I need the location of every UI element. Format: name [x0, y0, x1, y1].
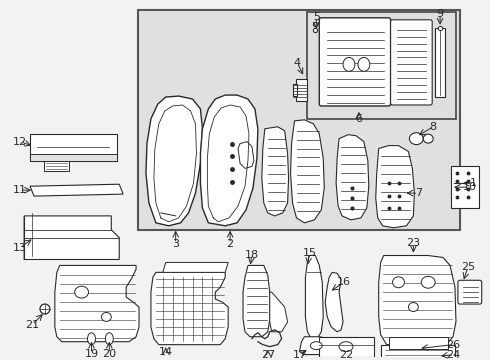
Text: 10: 10: [463, 182, 477, 192]
Polygon shape: [325, 273, 343, 332]
Polygon shape: [238, 141, 254, 168]
Polygon shape: [24, 216, 119, 260]
Text: 26: 26: [446, 339, 460, 350]
Text: 18: 18: [245, 249, 259, 260]
Bar: [138, 10, 460, 230]
Text: 15: 15: [302, 248, 317, 257]
Ellipse shape: [423, 134, 433, 143]
Ellipse shape: [101, 312, 111, 321]
Text: 21: 21: [25, 320, 39, 330]
Text: 23: 23: [406, 238, 420, 248]
Polygon shape: [291, 120, 324, 223]
Text: 22: 22: [339, 350, 353, 360]
Text: 16: 16: [337, 277, 351, 287]
Text: 13: 13: [13, 243, 27, 253]
Bar: [293, 84, 297, 96]
Text: 19: 19: [84, 348, 98, 359]
Ellipse shape: [88, 333, 96, 345]
Text: 14: 14: [159, 347, 173, 357]
FancyBboxPatch shape: [391, 20, 432, 105]
Ellipse shape: [310, 342, 322, 350]
Ellipse shape: [421, 276, 435, 288]
Text: 7: 7: [415, 188, 422, 198]
Bar: [44, 161, 69, 171]
Bar: [435, 28, 445, 97]
Text: 8: 8: [430, 122, 437, 132]
FancyBboxPatch shape: [458, 280, 482, 304]
Ellipse shape: [74, 286, 89, 298]
Polygon shape: [379, 256, 456, 345]
Bar: [451, 166, 479, 208]
FancyBboxPatch shape: [319, 18, 391, 106]
Ellipse shape: [408, 302, 418, 311]
Ellipse shape: [339, 342, 353, 352]
Polygon shape: [336, 135, 369, 220]
Ellipse shape: [410, 133, 423, 145]
Bar: [319, 337, 374, 356]
Polygon shape: [30, 184, 123, 196]
Ellipse shape: [40, 304, 50, 314]
Polygon shape: [270, 292, 288, 332]
Bar: [389, 337, 448, 348]
Text: 25: 25: [461, 262, 475, 273]
Text: 3: 3: [172, 239, 179, 249]
Polygon shape: [243, 265, 270, 337]
Text: 5: 5: [313, 12, 320, 22]
Polygon shape: [200, 95, 258, 226]
Bar: [30, 153, 117, 161]
Ellipse shape: [392, 277, 404, 288]
Text: 24: 24: [446, 350, 460, 360]
Bar: [381, 345, 455, 360]
Polygon shape: [55, 265, 139, 342]
Bar: [295, 79, 307, 101]
Ellipse shape: [343, 58, 355, 71]
Polygon shape: [321, 20, 389, 104]
Polygon shape: [146, 96, 202, 226]
Polygon shape: [299, 337, 334, 355]
Polygon shape: [305, 256, 323, 339]
Polygon shape: [163, 262, 228, 273]
Text: 11: 11: [13, 185, 27, 195]
Text: 2: 2: [226, 239, 234, 249]
Text: 6: 6: [355, 114, 363, 124]
Bar: [307, 12, 456, 119]
Polygon shape: [151, 273, 228, 345]
Polygon shape: [262, 127, 289, 216]
Ellipse shape: [358, 58, 370, 71]
Text: 12: 12: [13, 137, 27, 147]
Ellipse shape: [105, 333, 113, 345]
Text: 9: 9: [437, 9, 443, 19]
Bar: [30, 134, 117, 161]
Text: 27: 27: [261, 350, 275, 360]
Polygon shape: [376, 145, 415, 228]
Text: 1: 1: [470, 178, 477, 188]
Text: 17: 17: [293, 350, 307, 360]
Text: 4: 4: [294, 58, 301, 68]
Text: 20: 20: [102, 348, 117, 359]
